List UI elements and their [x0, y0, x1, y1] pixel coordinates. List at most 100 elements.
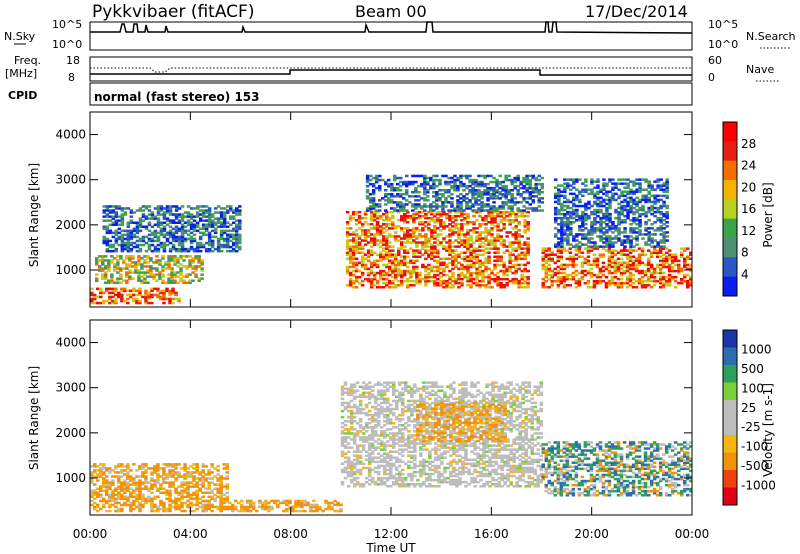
velocity-cell: [156, 467, 160, 470]
power-cell: [232, 217, 236, 220]
power-cell: [554, 216, 558, 220]
power-cell: [483, 174, 487, 178]
power-cell: [197, 277, 201, 280]
velocity-cell: [267, 509, 271, 513]
velocity-cell: [168, 481, 172, 484]
power-cell: [644, 212, 648, 216]
power-cell: [478, 284, 482, 287]
power-cell: [421, 243, 425, 246]
power-cell: [659, 221, 663, 224]
power-cell: [129, 295, 133, 299]
power-cell: [656, 198, 660, 202]
power-cell: [514, 227, 518, 230]
power-cell: [114, 223, 119, 226]
power-cell: [569, 216, 573, 220]
velocity-cell: [285, 501, 289, 505]
power-cell: [140, 281, 144, 284]
power-cell: [653, 210, 657, 214]
power-cell: [583, 247, 588, 250]
velocity-cell: [180, 467, 184, 470]
power-cell: [421, 241, 425, 244]
power-cell: [544, 265, 548, 269]
power-cell: [584, 214, 588, 218]
velocity-cell: [189, 501, 193, 505]
velocity-cell: [120, 493, 124, 497]
power-cell: [505, 219, 509, 222]
power-cell: [439, 263, 443, 267]
power-cell: [345, 251, 350, 254]
velocity-cell: [93, 475, 97, 478]
power-cell: [463, 233, 467, 236]
power-cell: [369, 214, 374, 218]
power-cell: [571, 255, 576, 258]
power-cell: [430, 255, 434, 258]
power-cell: [448, 251, 452, 254]
velocity-cell: [111, 469, 115, 472]
power-cell: [374, 209, 379, 212]
power-cell: [357, 214, 362, 218]
power-cell: [502, 241, 506, 244]
power-cell: [406, 241, 410, 244]
power-cell: [170, 269, 174, 272]
power-cell: [541, 277, 545, 281]
power-cell: [390, 195, 394, 198]
velocity-cell: [117, 465, 121, 468]
power-cell: [123, 213, 128, 216]
power-cell: [348, 265, 353, 269]
velocity-cell: [210, 471, 214, 474]
power-cell: [198, 249, 203, 253]
power-cell: [153, 217, 158, 220]
power-cell: [556, 265, 561, 269]
power-cell: [369, 263, 374, 267]
power-cell: [526, 277, 530, 281]
velocity-cell: [210, 505, 214, 509]
power-cell: [155, 267, 159, 270]
power-cell: [537, 193, 541, 196]
power-cell: [629, 235, 633, 238]
velocity-cell: [168, 505, 172, 509]
power-cell: [550, 253, 554, 256]
power-cell: [429, 203, 433, 206]
power-cell: [581, 182, 585, 185]
power-cell: [429, 205, 433, 208]
velocity-cell: [222, 463, 226, 466]
power-cell: [659, 184, 663, 187]
power-cell: [462, 174, 466, 178]
power-cell: [644, 221, 648, 224]
power-cell: [235, 227, 239, 231]
power-cell: [626, 210, 630, 214]
velocity-cell: [291, 505, 295, 509]
power-cell: [375, 227, 380, 230]
velocity-cell: [346, 485, 351, 488]
power-cell: [424, 277, 428, 281]
power-cell: [652, 247, 657, 250]
power-cell: [229, 239, 233, 243]
power-cell: [167, 257, 171, 260]
power-cell: [238, 225, 242, 228]
power-cell: [487, 241, 491, 244]
velocity-cell: [198, 473, 202, 476]
power-cell: [451, 261, 455, 265]
power-cell: [586, 255, 591, 258]
power-cell: [602, 188, 606, 191]
velocity-cell: [123, 479, 127, 482]
power-cell: [93, 301, 97, 305]
velocity-cell: [210, 495, 214, 499]
power-cell: [689, 275, 693, 279]
velocity-cell: [168, 489, 172, 492]
power-cell: [366, 235, 371, 238]
power-cell: [156, 213, 161, 216]
power-cell: [110, 261, 114, 264]
power-cell: [623, 208, 627, 212]
power-cell: [528, 180, 532, 184]
power-cell: [640, 261, 645, 265]
power-cell: [186, 229, 191, 233]
velocity-cell: [105, 483, 109, 486]
power-cell: [110, 255, 114, 258]
power-cell: [430, 265, 434, 269]
velocity-cell: [132, 499, 136, 503]
velocity-cell: [165, 497, 169, 501]
power-cell: [653, 214, 657, 218]
power-cell: [457, 273, 461, 277]
power-cell: [493, 259, 497, 263]
